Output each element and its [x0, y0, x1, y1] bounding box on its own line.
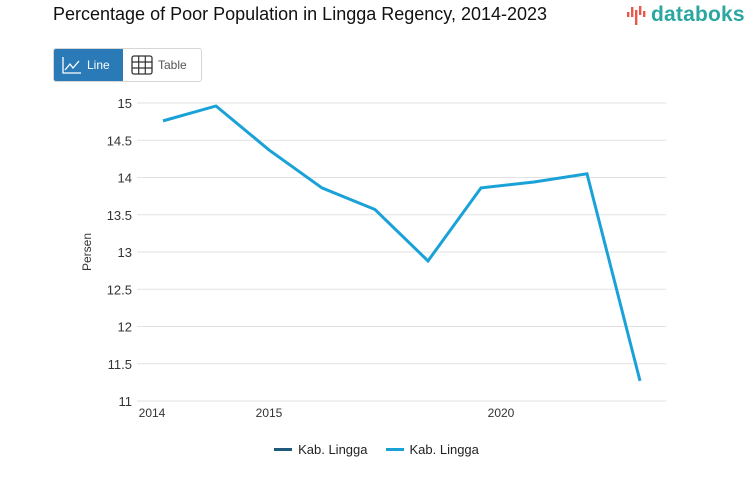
y-axis-label: Persen: [80, 233, 94, 271]
data-point[interactable]: [422, 255, 434, 267]
logo-bars-icon: [627, 6, 646, 25]
y-tick-label: 11: [119, 394, 133, 409]
table-view-label: Table: [158, 58, 187, 72]
legend: Kab. Lingga Kab. Lingga: [0, 442, 753, 457]
y-tick-label: 13: [118, 245, 132, 260]
y-tick-label: 14: [118, 171, 132, 186]
data-point[interactable]: [157, 115, 169, 127]
chart-title: Percentage of Poor Population in Lingga …: [53, 4, 548, 24]
line-chart-icon: [62, 57, 81, 74]
legend-item[interactable]: Kab. Lingga: [385, 442, 479, 457]
legend-swatch-dark: [274, 448, 293, 451]
y-tick-label: 11.5: [108, 357, 132, 372]
y-tick-label: 13.5: [107, 208, 132, 223]
logo-text: databoks: [651, 3, 745, 26]
data-point[interactable]: [634, 375, 646, 387]
table-view-button[interactable]: Table: [123, 49, 195, 81]
series-line: [162, 104, 642, 382]
line-view-button[interactable]: Line: [54, 49, 123, 81]
y-tick-label: 12.5: [107, 282, 132, 297]
data-point[interactable]: [263, 144, 275, 156]
table-grid-icon: [131, 55, 153, 75]
view-toggle: Line Table: [53, 48, 202, 82]
data-point[interactable]: [581, 168, 593, 180]
x-tick-label: 2015: [256, 406, 283, 420]
y-tick-label: 12: [118, 320, 132, 335]
x-tick-label: 2014: [139, 406, 166, 420]
legend-item[interactable]: Kab. Lingga: [274, 442, 368, 457]
y-tick-label: 14.5: [107, 133, 132, 148]
data-point[interactable]: [210, 100, 222, 112]
legend-swatch-light: [385, 448, 404, 451]
data-point[interactable]: [316, 182, 328, 194]
databoks-logo: databoks: [626, 3, 745, 27]
legend-label: Kab. Lingga: [298, 442, 368, 457]
data-point[interactable]: [369, 204, 381, 216]
y-tick-label: 15: [118, 96, 132, 111]
data-point[interactable]: [528, 176, 540, 188]
x-tick-label: 2020: [488, 406, 515, 420]
legend-label: Kab. Lingga: [409, 442, 479, 457]
line-view-label: Line: [87, 58, 110, 72]
data-point[interactable]: [475, 182, 487, 194]
